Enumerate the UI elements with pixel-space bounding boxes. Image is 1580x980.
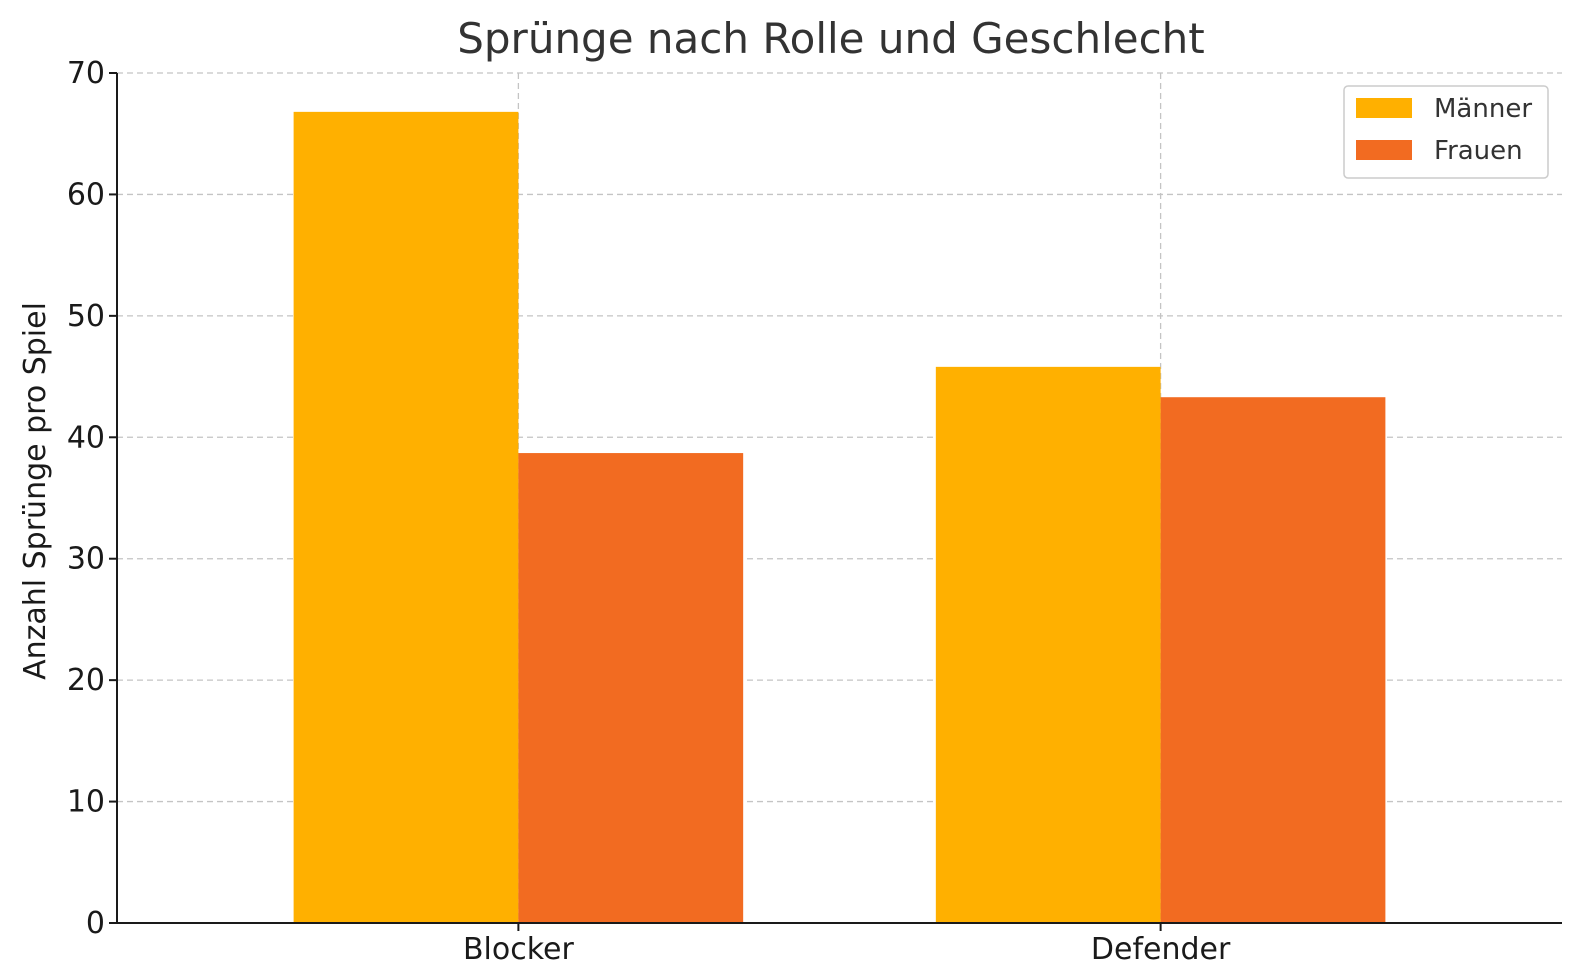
- bar-defender-maenner: [935, 366, 1161, 923]
- y-axis-label: Anzahl Sprünge pro Spiel: [18, 302, 53, 680]
- y-tick-label: 10: [67, 785, 105, 820]
- axes: [109, 72, 1562, 931]
- legend-label-frauen: Frauen: [1434, 136, 1523, 166]
- tick-labels: 0 10 20 30 40 50 60 70 Blocker Defender: [67, 56, 1231, 967]
- bar-blocker-maenner: [293, 111, 519, 924]
- legend-swatch-frauen: [1356, 140, 1412, 160]
- x-tick-label-blocker: Blocker: [463, 932, 575, 967]
- y-tick-label: 0: [86, 906, 105, 941]
- chart-title: Sprünge nach Rolle und Geschlecht: [457, 14, 1205, 63]
- y-tick-label: 40: [67, 420, 105, 455]
- y-tick-label: 20: [67, 663, 105, 698]
- bars: [293, 111, 1386, 924]
- legend-label-maenner: Männer: [1434, 94, 1532, 124]
- bar-blocker-frauen: [518, 453, 744, 923]
- y-tick-label: 30: [67, 542, 105, 577]
- bar-defender-frauen: [1160, 397, 1386, 923]
- x-tick-label-defender: Defender: [1091, 932, 1231, 967]
- y-tick-label: 50: [67, 299, 105, 334]
- y-tick-label: 70: [67, 56, 105, 91]
- legend-swatch-maenner: [1356, 98, 1412, 118]
- y-tick-label: 60: [67, 177, 105, 212]
- legend: Männer Frauen: [1343, 85, 1549, 179]
